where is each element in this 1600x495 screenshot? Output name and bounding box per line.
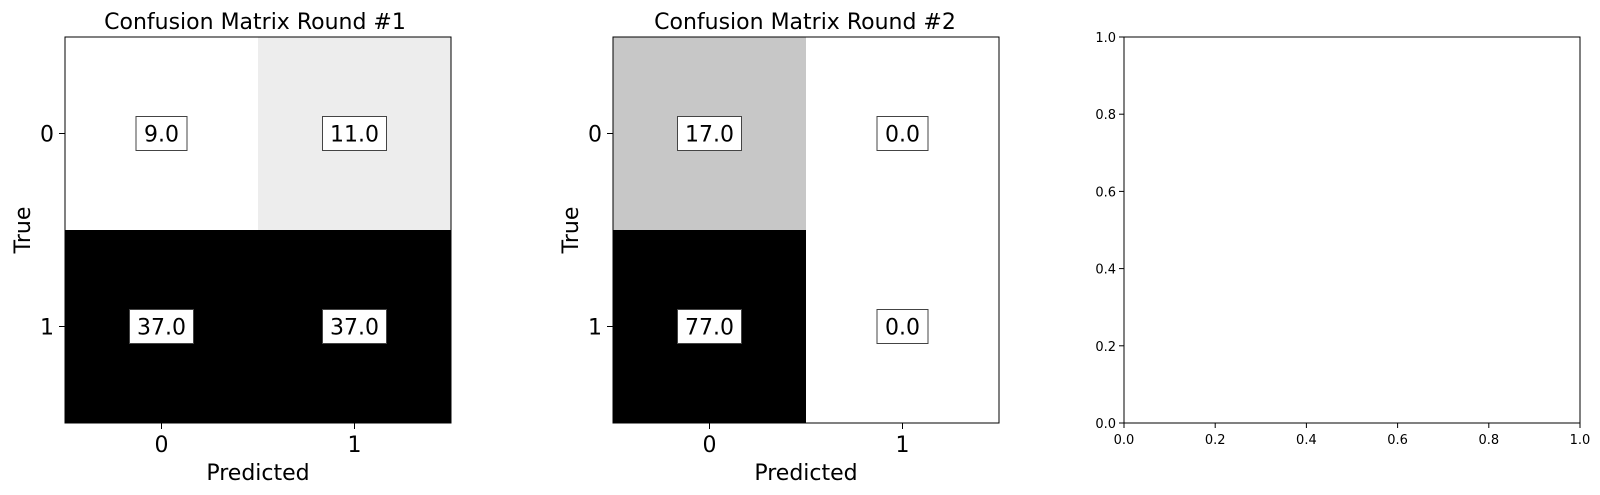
x-axis-label: Predicted	[754, 461, 857, 486]
empty-axes: 0.0 0.2 0.4 0.6 0.8 1.0 0.0 0.2 0.4 0.6 0.8 1.0	[1095, 31, 1590, 448]
y-tick-label: 1	[588, 316, 602, 341]
y-tick-label: 0.8	[1095, 108, 1116, 123]
x-tick-label: 0.2	[1205, 433, 1226, 448]
heatmap-cells: 17.0 0.0 77.0 0.0	[613, 37, 999, 423]
plot-frame	[64, 36, 452, 424]
x-tick-label: 0.6	[1387, 433, 1408, 448]
cell-value-box	[677, 309, 742, 344]
y-tick-label: 0.0	[1095, 417, 1116, 432]
heatmap-cells: 9.0 11.0 37.0 37.0	[65, 37, 451, 423]
y-tick-label: 1	[40, 316, 54, 341]
cell-value-label: 9.0	[144, 123, 179, 148]
x-tick-label: 0.0	[1114, 433, 1135, 448]
cell-value-box	[322, 116, 387, 151]
x-tick-label: 1.0	[1570, 433, 1591, 448]
x-tick-label: 0.4	[1296, 433, 1317, 448]
y-tick-label: 0	[588, 123, 602, 148]
y-tick-label: 0.6	[1095, 185, 1116, 200]
cell-value-box	[129, 309, 194, 344]
chart-title: Confusion Matrix Round #1	[104, 10, 406, 35]
x-axis-label: Predicted	[206, 461, 309, 486]
axis-ticks: 0.0 0.2 0.4 0.6 0.8 1.0 0.0 0.2 0.4 0.6 0.8 1.0	[1095, 31, 1590, 448]
x-tick-label: 1	[348, 433, 362, 458]
y-tick-label: 1.0	[1095, 31, 1116, 46]
cell-value-label: 11.0	[330, 123, 379, 148]
plot-frame	[1123, 36, 1581, 424]
chart-title: Confusion Matrix Round #2	[654, 10, 956, 35]
axis-ticks: 0 1 0 1	[588, 123, 910, 459]
cell-value-box	[876, 116, 929, 151]
x-tick-label: 0	[155, 433, 169, 458]
confusion-matrix-round-2: Confusion Matrix Round #2 17.0 0.0 77.0 0.0…	[559, 10, 1000, 486]
y-tick-label: 0.2	[1095, 340, 1116, 355]
cell-value-label: 0.0	[885, 316, 920, 341]
axis-ticks: 0 1 0 1	[40, 123, 362, 459]
cell-value-label: 77.0	[685, 316, 734, 341]
y-axis-label: True	[559, 207, 584, 255]
y-axis-label: True	[11, 207, 36, 255]
cell-value-label: 0.0	[885, 123, 920, 148]
cell-value-label: 37.0	[330, 316, 379, 341]
cell-value-box	[135, 116, 188, 151]
y-tick-label: 0.4	[1095, 263, 1116, 278]
cell-value-box	[322, 309, 387, 344]
cell-value-label: 37.0	[137, 316, 186, 341]
cell-value-box	[876, 309, 929, 344]
confusion-matrix-round-1: Confusion Matrix Round #1 9.0 11.0 37.0 37.…	[11, 10, 452, 486]
plot-frame	[612, 36, 1000, 424]
x-tick-label: 0.8	[1478, 433, 1499, 448]
y-tick-label: 0	[40, 123, 54, 148]
x-tick-label: 0	[703, 433, 717, 458]
x-tick-label: 1	[896, 433, 910, 458]
cell-value-label: 17.0	[685, 123, 734, 148]
cell-value-box	[677, 116, 742, 151]
